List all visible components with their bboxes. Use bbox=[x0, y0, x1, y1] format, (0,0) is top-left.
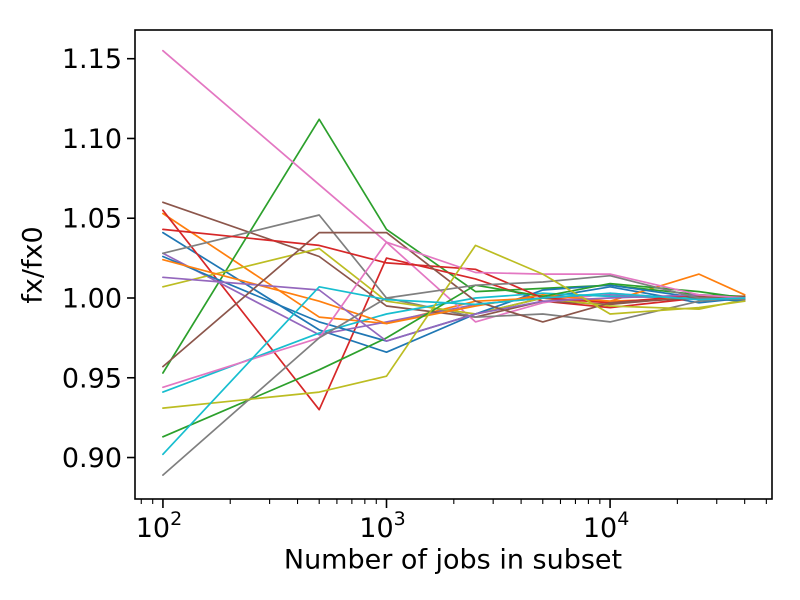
x-tick-label: 104 bbox=[583, 508, 629, 544]
y-tick-label: 1.10 bbox=[62, 124, 122, 155]
series-line-run-20 bbox=[162, 285, 746, 456]
y-tick-label: 1.05 bbox=[62, 204, 122, 235]
x-axis-ticks: 102 103 104 bbox=[136, 499, 629, 544]
series-line-run-19 bbox=[162, 244, 746, 409]
series-line-run-08 bbox=[162, 214, 746, 323]
x-tick-label: 102 bbox=[136, 508, 182, 544]
y-tick-label: 1.00 bbox=[62, 284, 122, 315]
series-line-run-13 bbox=[162, 282, 746, 438]
series-line-run-03 bbox=[162, 118, 746, 374]
series-lines bbox=[162, 49, 746, 476]
y-tick-label: 1.15 bbox=[62, 44, 122, 75]
series-line-run-17 bbox=[162, 241, 746, 389]
x-tick-label: 103 bbox=[359, 508, 405, 544]
y-tick-label: 0.90 bbox=[62, 443, 122, 474]
x-axis-label: Number of jobs in subset bbox=[283, 544, 623, 576]
y-axis-ticks: 0.90 0.95 1.00 1.05 1.10 1.15 bbox=[62, 44, 135, 474]
series-line-run-07 bbox=[162, 49, 746, 323]
series-line-run-09 bbox=[162, 247, 746, 315]
y-axis-label: fx/fx0 bbox=[17, 226, 49, 304]
x-axis-minor-ticks bbox=[140, 499, 767, 504]
series-line-run-15 bbox=[162, 276, 746, 342]
y-tick-label: 0.95 bbox=[62, 363, 122, 394]
series-line-run-18 bbox=[162, 274, 746, 476]
